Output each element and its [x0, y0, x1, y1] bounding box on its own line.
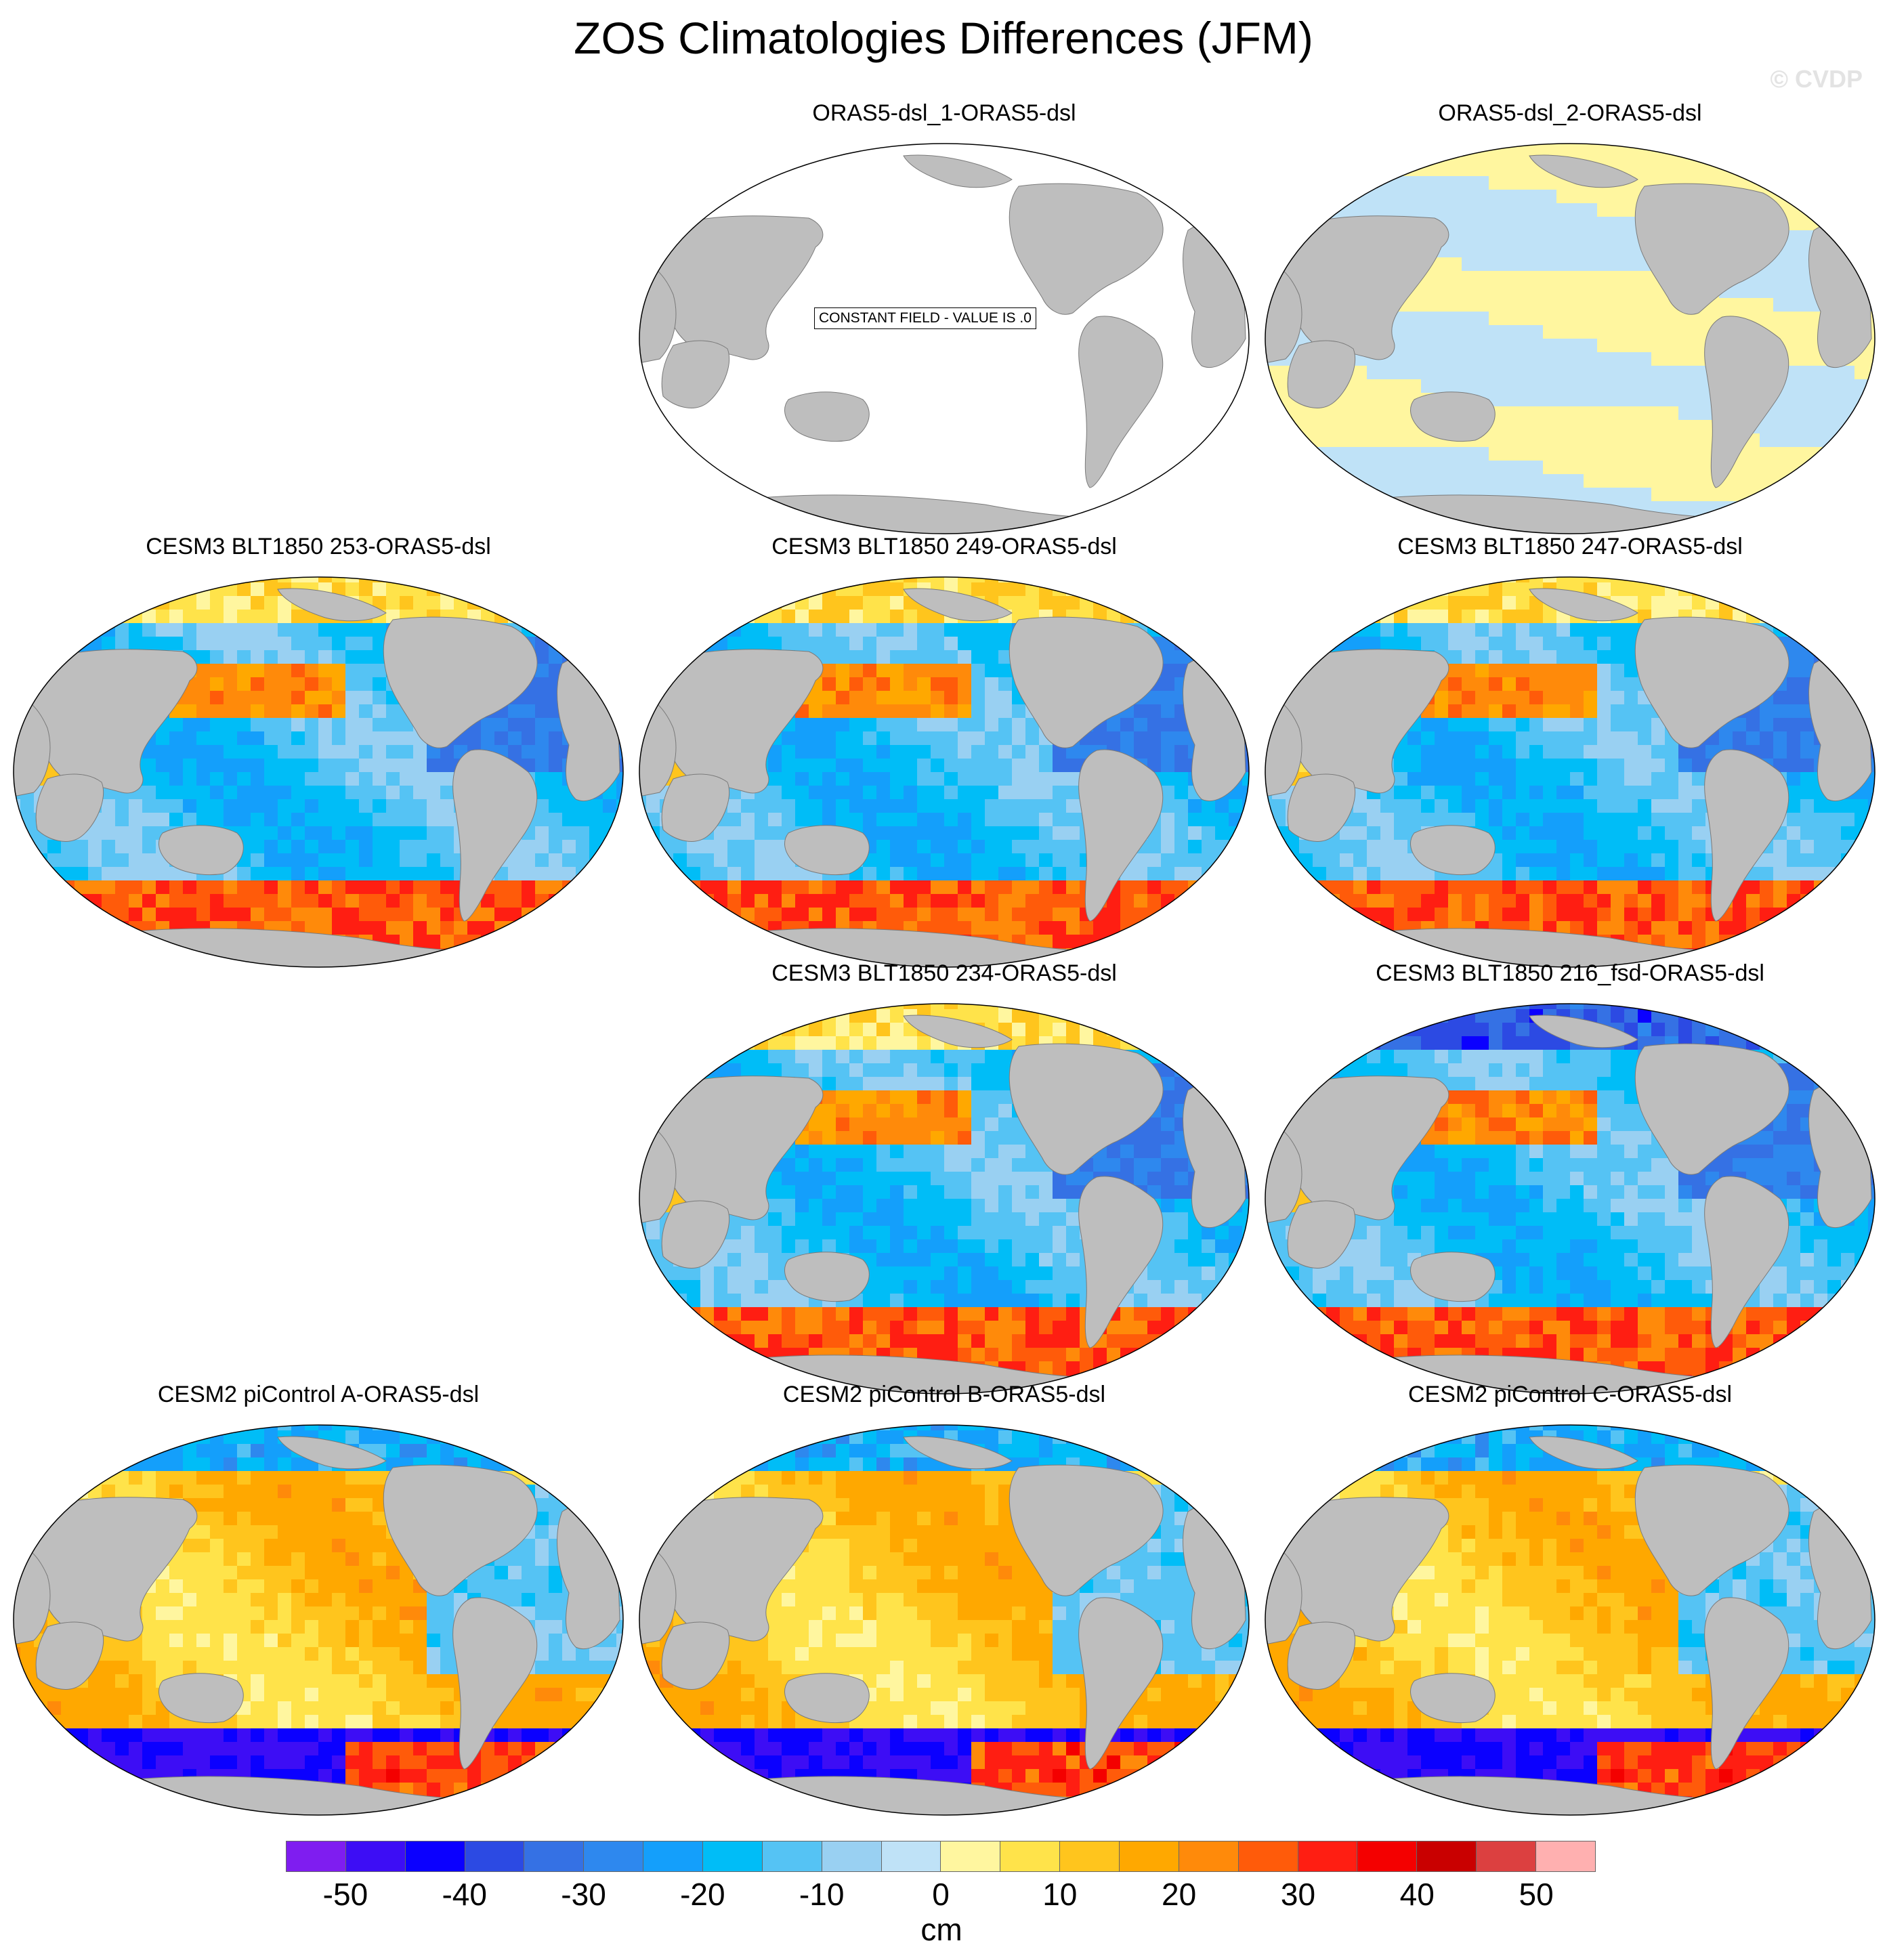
cvdp-watermark: © CVDP	[1770, 65, 1863, 93]
constant-field-note: CONSTANT FIELD - VALUE IS .0	[814, 307, 1036, 329]
panel-title-blt1850-247: CESM3 BLT1850 247-ORAS5-dsl	[1397, 534, 1743, 559]
colorbar-bin-21	[1536, 1841, 1595, 1871]
map-panel-picontrol-a	[7, 1417, 630, 1823]
panel-title-oras5-dsl-2: ORAS5-dsl_2-ORAS5-dsl	[1438, 100, 1702, 126]
colorbar-bin-15	[1179, 1841, 1239, 1871]
colorbar-bin-5	[584, 1841, 644, 1871]
map-panel-picontrol-b	[633, 1417, 1256, 1823]
map-panel-picontrol-c	[1258, 1417, 1882, 1823]
colorbar-bin-18	[1357, 1841, 1418, 1871]
colorbar-tick-8: 30	[1280, 1877, 1316, 1912]
colorbar-bin-8	[762, 1841, 822, 1871]
colorbar-bin-14	[1120, 1841, 1179, 1871]
map-oras5-dsl-2	[1265, 143, 1875, 534]
colorbar-tick-6: 10	[1042, 1877, 1078, 1912]
map-blt1850-234	[639, 1003, 1250, 1394]
panel-title-blt1850-216-fsd: CESM3 BLT1850 216_fsd-ORAS5-dsl	[1376, 960, 1764, 986]
colorbar-bin-11	[941, 1841, 1001, 1871]
colorbar	[286, 1841, 1596, 1872]
map-panel-blt1850-247	[1258, 569, 1882, 975]
panel-title-oras5-dsl-1: ORAS5-dsl_1-ORAS5-dsl	[812, 100, 1076, 126]
colorbar-bin-1	[345, 1841, 406, 1871]
panel-title-blt1850-253: CESM3 BLT1850 253-ORAS5-dsl	[146, 534, 491, 559]
colorbar-tick-7: 20	[1162, 1877, 1197, 1912]
colorbar-bin-12	[1000, 1841, 1061, 1871]
colorbar-tick-9: 40	[1399, 1877, 1435, 1912]
colorbar-bin-0	[287, 1841, 346, 1871]
map-panel-blt1850-249	[633, 569, 1256, 975]
map-blt1850-216-fsd	[1265, 1003, 1875, 1394]
map-blt1850-249	[639, 576, 1250, 968]
colorbar-tick-5: 0	[932, 1877, 950, 1912]
panel-title-blt1850-234: CESM3 BLT1850 234-ORAS5-dsl	[771, 960, 1117, 986]
colorbar-bin-2	[405, 1841, 465, 1871]
colorbar-tick-3: -20	[680, 1877, 725, 1912]
colorbar-bin-19	[1417, 1841, 1477, 1871]
figure-title: ZOS Climatologies Differences (JFM)	[574, 13, 1313, 63]
colorbar-tick-10: 50	[1519, 1877, 1554, 1912]
map-panel-blt1850-253	[7, 569, 630, 975]
colorbar-bin-6	[643, 1841, 704, 1871]
map-panel-oras5-dsl-2	[1258, 135, 1882, 542]
colorbar-bin-7	[703, 1841, 763, 1871]
panel-title-picontrol-c: CESM2 piControl C-ORAS5-dsl	[1407, 1382, 1733, 1407]
map-oras5-dsl-1	[639, 143, 1250, 534]
map-picontrol-a	[13, 1424, 624, 1816]
map-blt1850-247	[1265, 576, 1875, 968]
colorbar-bin-3	[465, 1841, 525, 1871]
colorbar-tick-0: -50	[322, 1877, 368, 1912]
colorbar-tick-1: -40	[442, 1877, 487, 1912]
map-panel-blt1850-234	[633, 996, 1256, 1402]
map-panel-oras5-dsl-1: CONSTANT FIELD - VALUE IS .0	[633, 135, 1256, 542]
panel-title-picontrol-b: CESM2 piControl B-ORAS5-dsl	[782, 1382, 1106, 1407]
colorbar-tick-2: -30	[561, 1877, 606, 1912]
map-picontrol-b	[639, 1424, 1250, 1816]
colorbar-bin-16	[1238, 1841, 1298, 1871]
colorbar-bin-4	[524, 1841, 585, 1871]
colorbar-bin-17	[1298, 1841, 1358, 1871]
map-panel-blt1850-216-fsd	[1258, 996, 1882, 1402]
panel-title-blt1850-249: CESM3 BLT1850 249-ORAS5-dsl	[771, 534, 1117, 559]
colorbar-bin-9	[822, 1841, 882, 1871]
colorbar-tick-4: -10	[799, 1877, 845, 1912]
map-picontrol-c	[1265, 1424, 1875, 1816]
colorbar-unit-label: cm	[920, 1912, 962, 1947]
map-blt1850-253	[13, 576, 624, 968]
colorbar-bin-13	[1060, 1841, 1120, 1871]
panel-title-picontrol-a: CESM2 piControl A-ORAS5-dsl	[157, 1382, 480, 1407]
colorbar-bin-10	[881, 1841, 941, 1871]
colorbar-bin-20	[1477, 1841, 1537, 1871]
